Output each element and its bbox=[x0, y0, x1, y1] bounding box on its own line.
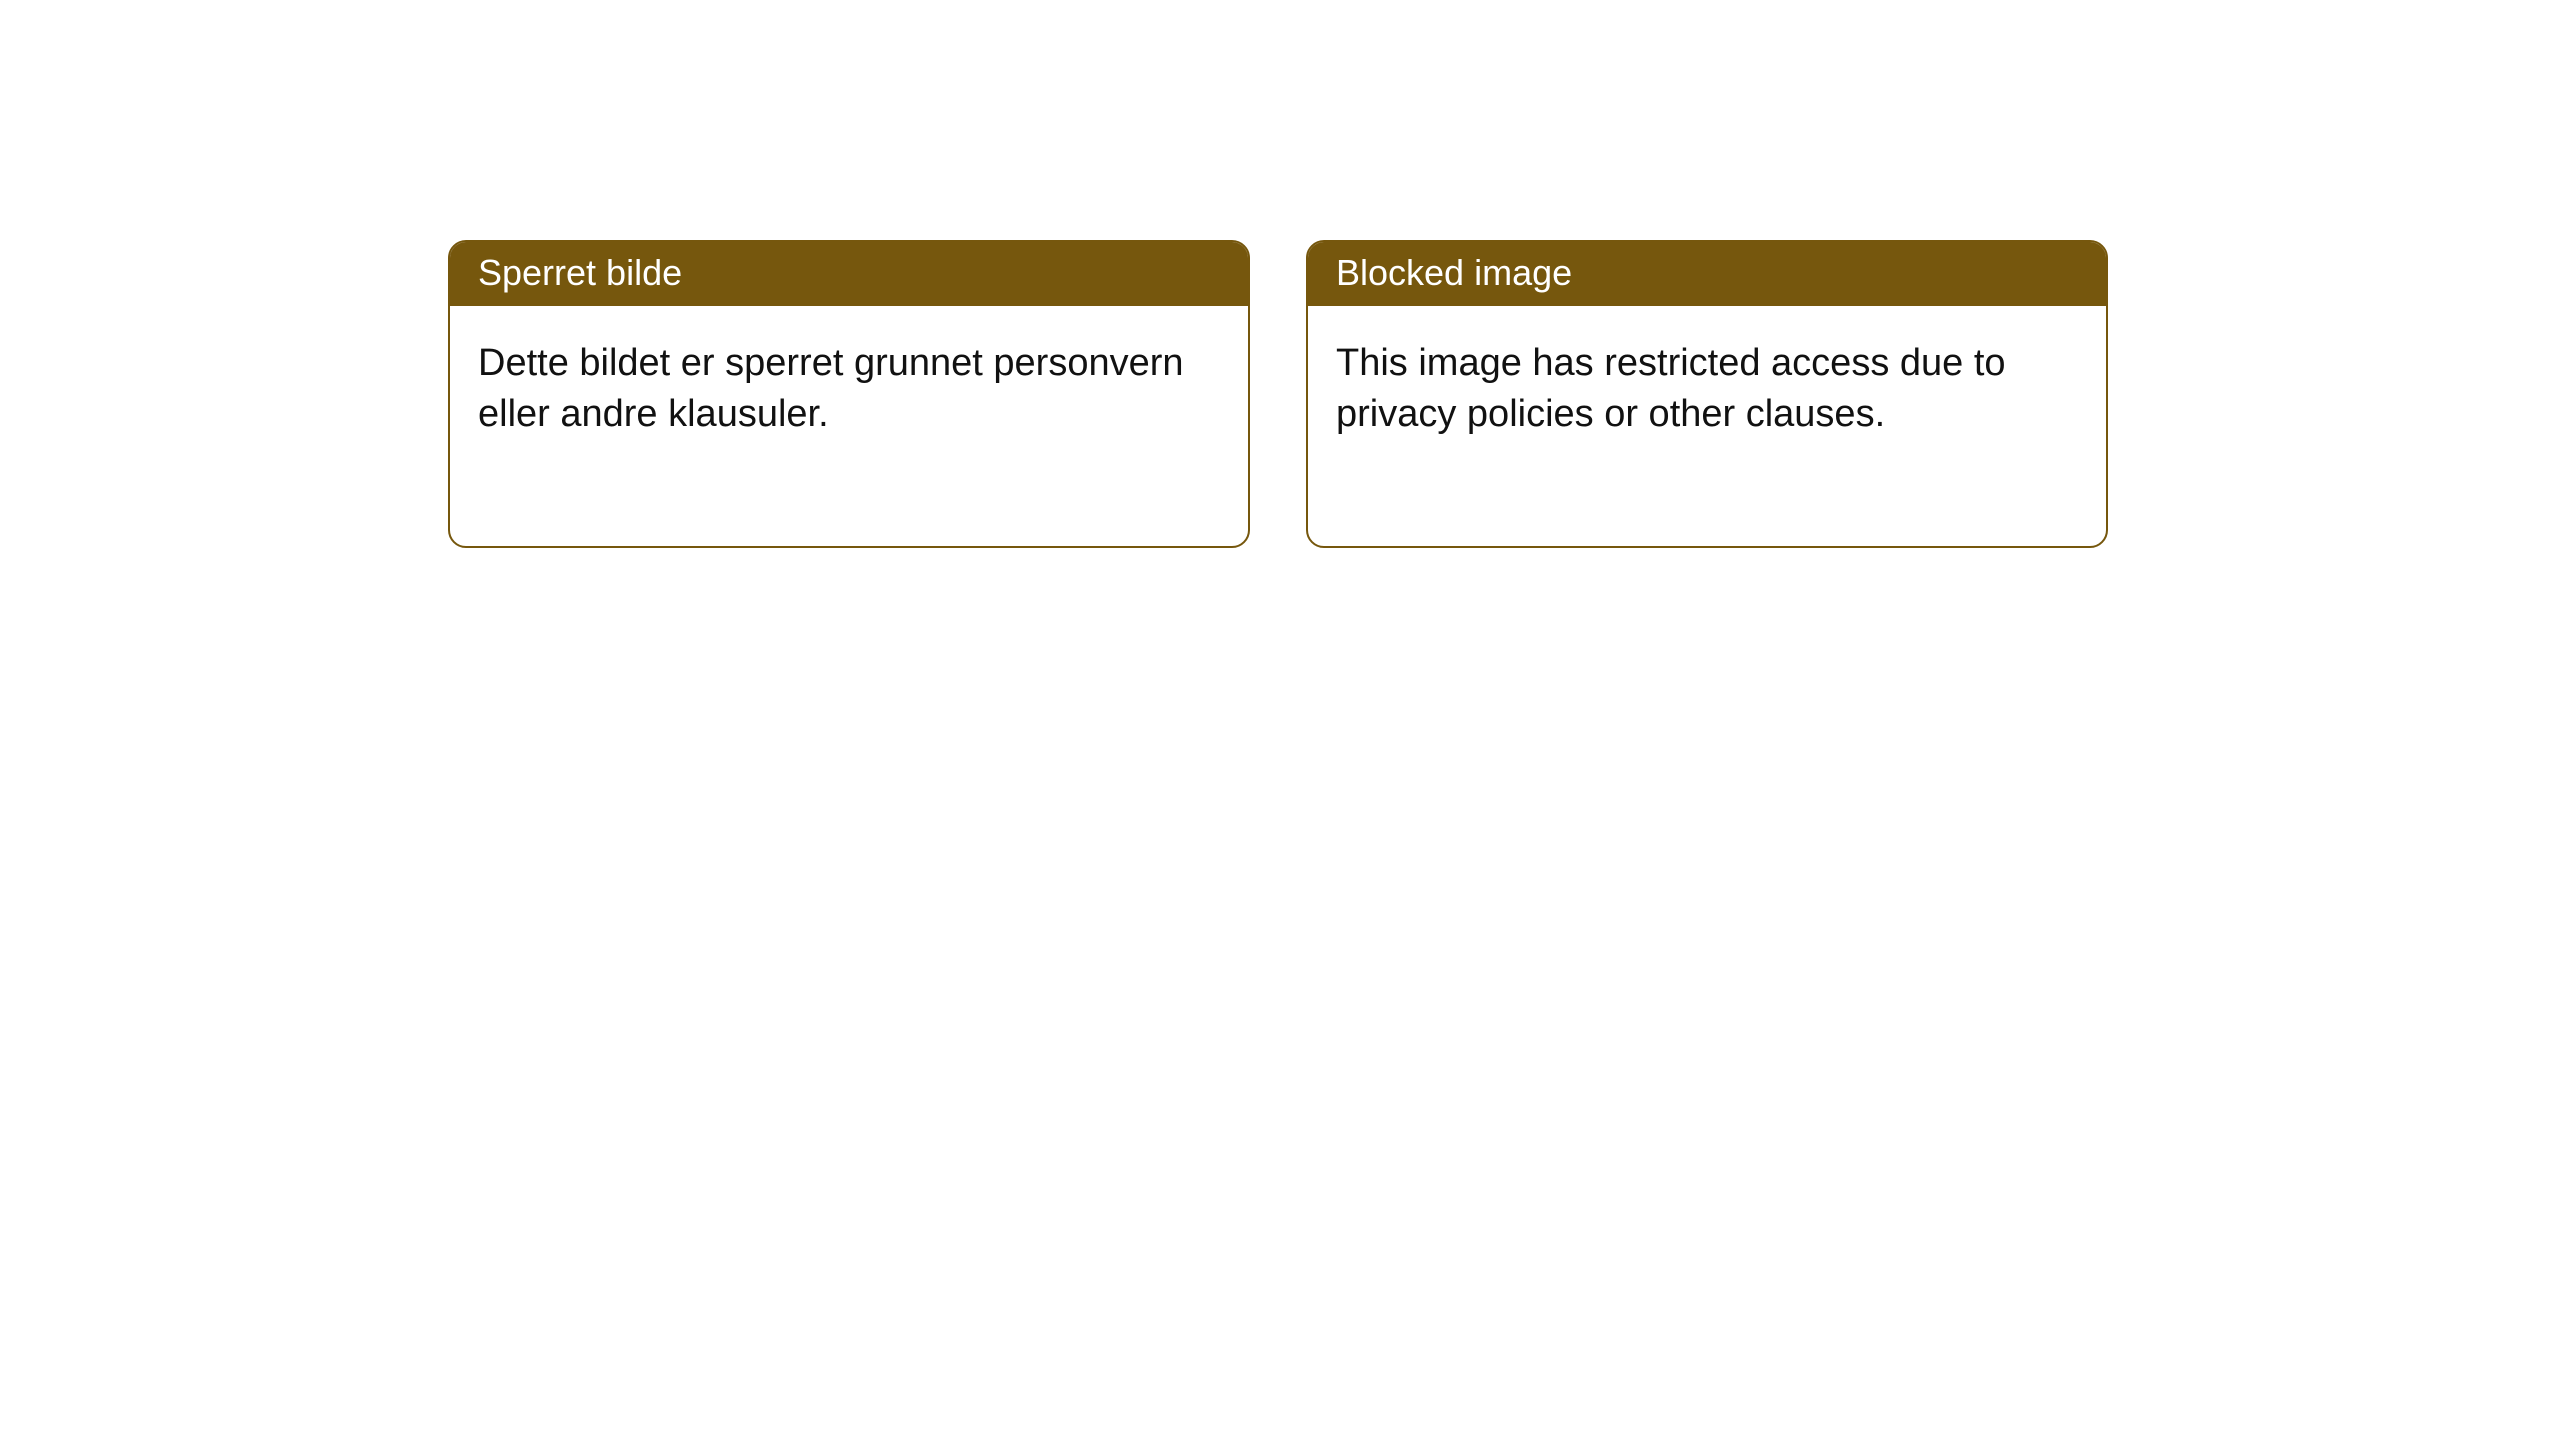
notice-card-norwegian: Sperret bilde Dette bildet er sperret gr… bbox=[448, 240, 1250, 548]
notice-card-body: Dette bildet er sperret grunnet personve… bbox=[450, 306, 1248, 546]
notice-container: Sperret bilde Dette bildet er sperret gr… bbox=[0, 0, 2560, 548]
notice-card-english: Blocked image This image has restricted … bbox=[1306, 240, 2108, 548]
notice-card-title: Blocked image bbox=[1308, 242, 2106, 306]
notice-card-body: This image has restricted access due to … bbox=[1308, 306, 2106, 546]
notice-card-title: Sperret bilde bbox=[450, 242, 1248, 306]
